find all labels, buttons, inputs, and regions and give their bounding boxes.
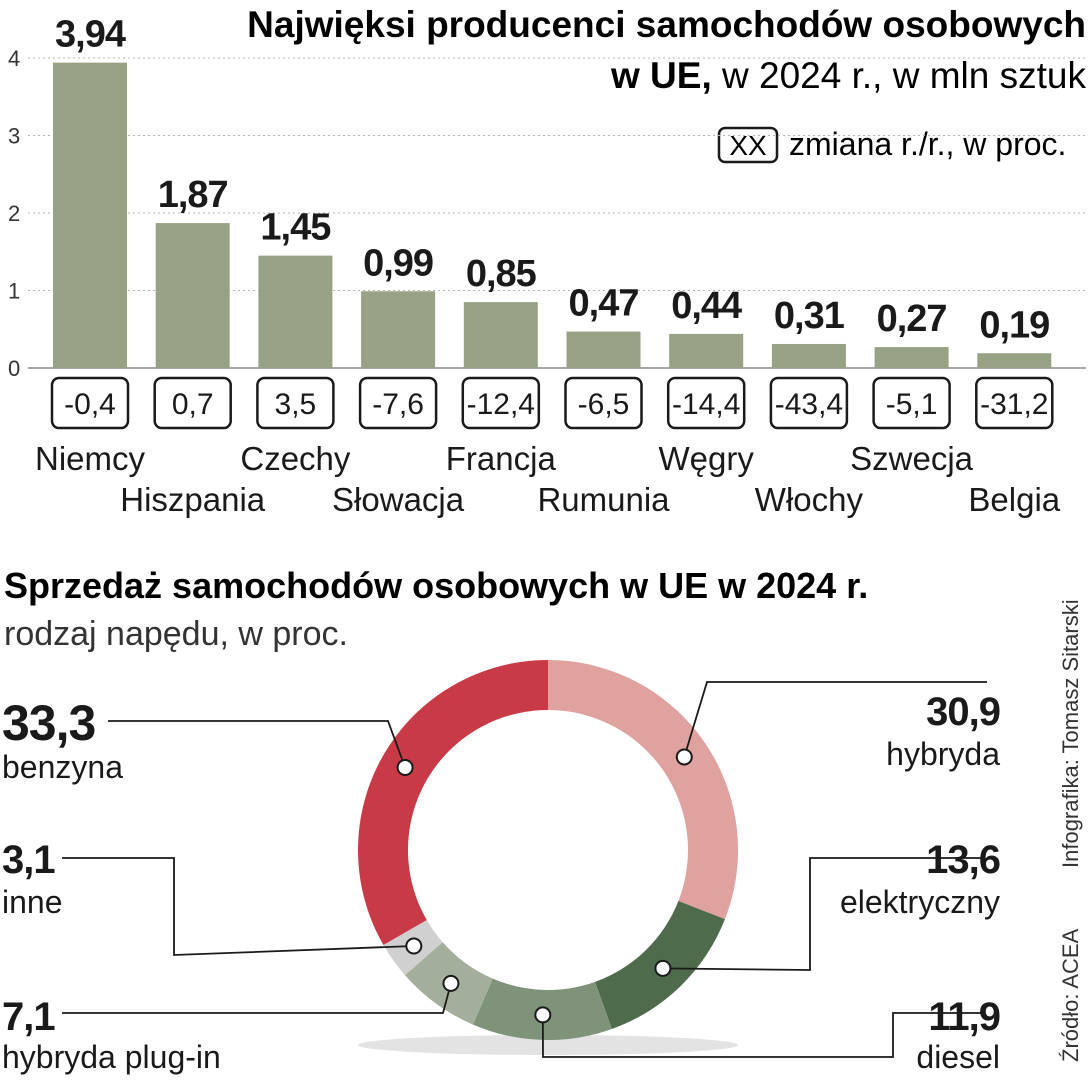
- bar-chart: 0 1 2 3 4 3,94 -0,4 Niemcy 1,87 0,7 Hiszpania 1,45 3…: [8, 14, 1086, 518]
- slice-name-label: inne: [2, 884, 63, 920]
- category-label: Włochy: [755, 481, 864, 518]
- slice-marker: [675, 748, 693, 766]
- bar: [566, 331, 641, 368]
- slice-value-label: 3,1: [2, 838, 55, 882]
- category-label: Rumunia: [537, 481, 670, 518]
- y-tick-label: 4: [8, 46, 20, 71]
- category-label: Słowacja: [332, 481, 465, 518]
- change-box: [666, 376, 746, 430]
- category-label: Węgry: [659, 440, 755, 477]
- slice-marker: [654, 959, 672, 977]
- slice-value-label: 30,9: [926, 690, 1000, 734]
- donut-slice: [358, 660, 548, 945]
- legend-box-label: XX: [729, 130, 767, 161]
- slice-value-label: 13,6: [926, 838, 1000, 882]
- category-label: Czechy: [240, 440, 351, 477]
- category-label: Hiszpania: [120, 481, 266, 518]
- slice-marker: [396, 759, 414, 776]
- slice-value-label: 11,9: [928, 995, 1000, 1039]
- category-label: Francja: [446, 440, 557, 477]
- bar-value-label: 0,44: [671, 285, 742, 327]
- change-box: [358, 376, 438, 430]
- change-box: [975, 376, 1054, 430]
- leader-line: [683, 681, 987, 758]
- change-label: -43,4: [775, 388, 843, 421]
- y-tick-label: 1: [8, 279, 20, 304]
- change-label: 0,7: [172, 388, 214, 421]
- change-box: [50, 376, 130, 430]
- slice-marker: [442, 974, 460, 992]
- leader-line: [108, 720, 406, 768]
- change-box: [256, 376, 335, 430]
- bar: [53, 62, 127, 369]
- slice-marker: [534, 1006, 552, 1024]
- credit-source: Źródło: ACEA: [1058, 928, 1083, 1062]
- leader-line: [662, 857, 985, 971]
- pie-chart-subtitle: rodzaj napędu, w proc.: [4, 615, 348, 653]
- y-tick-label: 2: [8, 201, 20, 226]
- bar: [361, 291, 436, 368]
- change-label: 3,5: [275, 388, 317, 421]
- category-label: Niemcy: [35, 440, 146, 477]
- change-label: -12,4: [467, 388, 535, 421]
- change-label: -5,1: [886, 388, 938, 421]
- y-tick-label: 3: [8, 124, 20, 149]
- bar-value-label: 3,94: [55, 14, 126, 56]
- slice-marker: [405, 937, 423, 955]
- slice-name-label: elektryczny: [840, 884, 1000, 920]
- legend-text: zmiana r./r., w proc.: [789, 126, 1066, 162]
- bar-value-label: 0,85: [466, 253, 537, 295]
- slice-name-label: hybryda: [886, 736, 1000, 772]
- change-label: -6,5: [578, 388, 630, 421]
- slice-name-label: benzyna: [2, 749, 123, 785]
- bar: [669, 333, 744, 368]
- slice-value-label: 7,1: [2, 995, 55, 1039]
- bar: [771, 343, 846, 368]
- bar-chart-subtitle-rest: w 2024 r., w mln sztuk: [712, 55, 1087, 96]
- donut-slice: [548, 660, 739, 920]
- change-label: -7,6: [372, 388, 424, 421]
- slice-value-label: 33,3: [2, 695, 95, 751]
- change-box: [153, 376, 232, 430]
- bar-chart-subtitle-bold: w UE,: [610, 55, 712, 96]
- change-box: [872, 376, 951, 430]
- slice-name-label: diesel: [916, 1039, 1000, 1075]
- y-tick-label: 0: [8, 356, 20, 381]
- bar-value-label: 0,31: [774, 295, 845, 337]
- category-label: Szwecja: [850, 440, 974, 477]
- change-label: -14,4: [672, 388, 740, 421]
- change-box: [769, 376, 849, 430]
- bar: [463, 302, 538, 368]
- bar-chart-subtitle: w UE, w 2024 r., w mln sztuk: [610, 55, 1086, 96]
- change-box: [461, 376, 541, 430]
- bar: [258, 255, 333, 368]
- donut-shadow: [358, 1035, 738, 1055]
- bar-chart-title: Najwięksi producenci samochodów osobowyc…: [247, 4, 1086, 45]
- bar-value-label: 0,19: [979, 304, 1049, 346]
- bar-value-label: 0,47: [569, 283, 639, 325]
- change-label: -0,4: [64, 388, 116, 421]
- bar-value-label: 0,27: [877, 298, 947, 340]
- bar: [874, 347, 949, 368]
- bar-value-label: 1,45: [260, 207, 331, 249]
- leader-line: [541, 1012, 985, 1058]
- bar: [155, 223, 230, 368]
- bar: [977, 353, 1052, 368]
- bar-value-label: 0,99: [363, 242, 433, 284]
- bar-value-label: 1,87: [158, 174, 228, 216]
- change-label: -31,2: [980, 388, 1048, 421]
- credit-infographic: Infografika: Tomasz Sitarski: [1058, 599, 1083, 868]
- slice-name-label: hybryda plug-in: [2, 1039, 221, 1075]
- category-label: Belgia: [968, 481, 1060, 518]
- change-box: [564, 376, 643, 430]
- pie-chart-title: Sprzedaż samochodów osobowych w UE w 202…: [4, 565, 868, 606]
- legend-box: [717, 126, 779, 164]
- leader-line: [62, 857, 414, 956]
- leader-line: [62, 983, 452, 1014]
